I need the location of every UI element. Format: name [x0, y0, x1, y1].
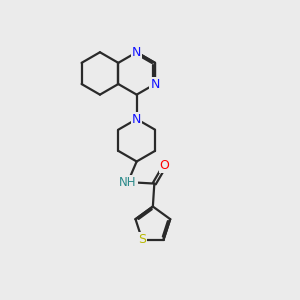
Text: S: S [138, 233, 146, 246]
Text: N: N [150, 77, 160, 91]
Text: NH: NH [119, 176, 136, 189]
Text: O: O [160, 159, 170, 172]
Text: N: N [132, 46, 141, 59]
Text: N: N [132, 112, 141, 126]
